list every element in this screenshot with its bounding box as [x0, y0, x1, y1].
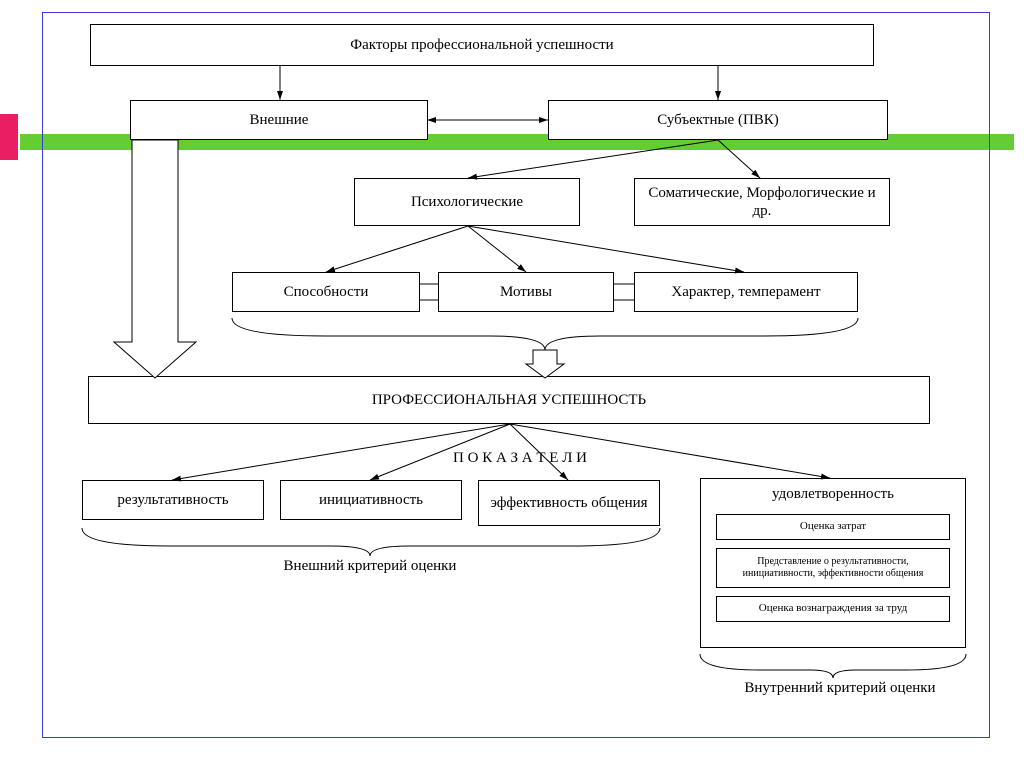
node-cost-eval: Оценка затрат	[716, 514, 950, 540]
node-satisfaction-label: удовлетворенность	[772, 485, 894, 503]
pink-accent-bar	[0, 114, 18, 160]
node-title-label: Факторы профессиональной успешности	[350, 36, 613, 54]
node-title: Факторы профессиональной успешности	[90, 24, 874, 66]
indicators-heading: П О К А З А Т Е Л И	[390, 450, 650, 467]
node-comm-eff-label: эффективность общения	[490, 494, 647, 512]
node-external: Внешние	[130, 100, 428, 140]
node-repr-label: Представление о результативности, инициа…	[721, 556, 945, 580]
diagram-canvas: Факторы профессиональной успешности Внеш…	[0, 0, 1024, 768]
ext-criterion-text: Внешний критерий оценки	[284, 558, 457, 574]
ext-criterion-label: Внешний критерий оценки	[250, 558, 490, 575]
node-result: результативность	[82, 480, 264, 520]
node-abilities: Способности	[232, 272, 420, 312]
node-character-label: Характер, темперамент	[671, 283, 820, 301]
node-comm-eff: эффективность общения	[478, 480, 660, 526]
node-abilities-label: Способности	[284, 283, 369, 301]
node-somatic-label: Соматические, Морфологические и др.	[639, 184, 885, 220]
int-criterion-text: Внутренний критерий оценки	[744, 680, 935, 696]
node-psychological: Психологические	[354, 178, 580, 226]
node-reward-eval: Оценка вознаграждения за труд	[716, 596, 950, 622]
node-motives: Мотивы	[438, 272, 614, 312]
node-somatic: Соматические, Морфологические и др.	[634, 178, 890, 226]
node-initiative: инициативность	[280, 480, 462, 520]
node-subjective-label: Субъектные (ПВК)	[657, 111, 779, 129]
node-motives-label: Мотивы	[500, 283, 552, 301]
node-external-label: Внешние	[250, 111, 309, 129]
node-prof-success-label: ПРОФЕССИОНАЛЬНАЯ УСПЕШНОСТЬ	[372, 391, 646, 409]
node-repr: Представление о результативности, инициа…	[716, 548, 950, 588]
int-criterion-label: Внутренний критерий оценки	[720, 680, 960, 697]
indicators-heading-label: П О К А З А Т Е Л И	[453, 450, 587, 466]
node-cost-eval-label: Оценка затрат	[800, 520, 866, 533]
node-psychological-label: Психологические	[411, 193, 523, 211]
node-initiative-label: инициативность	[319, 491, 423, 509]
node-reward-eval-label: Оценка вознаграждения за труд	[759, 602, 907, 615]
node-result-label: результативность	[117, 491, 228, 509]
node-subjective: Субъектные (ПВК)	[548, 100, 888, 140]
node-character: Характер, темперамент	[634, 272, 858, 312]
node-prof-success: ПРОФЕССИОНАЛЬНАЯ УСПЕШНОСТЬ	[88, 376, 930, 424]
